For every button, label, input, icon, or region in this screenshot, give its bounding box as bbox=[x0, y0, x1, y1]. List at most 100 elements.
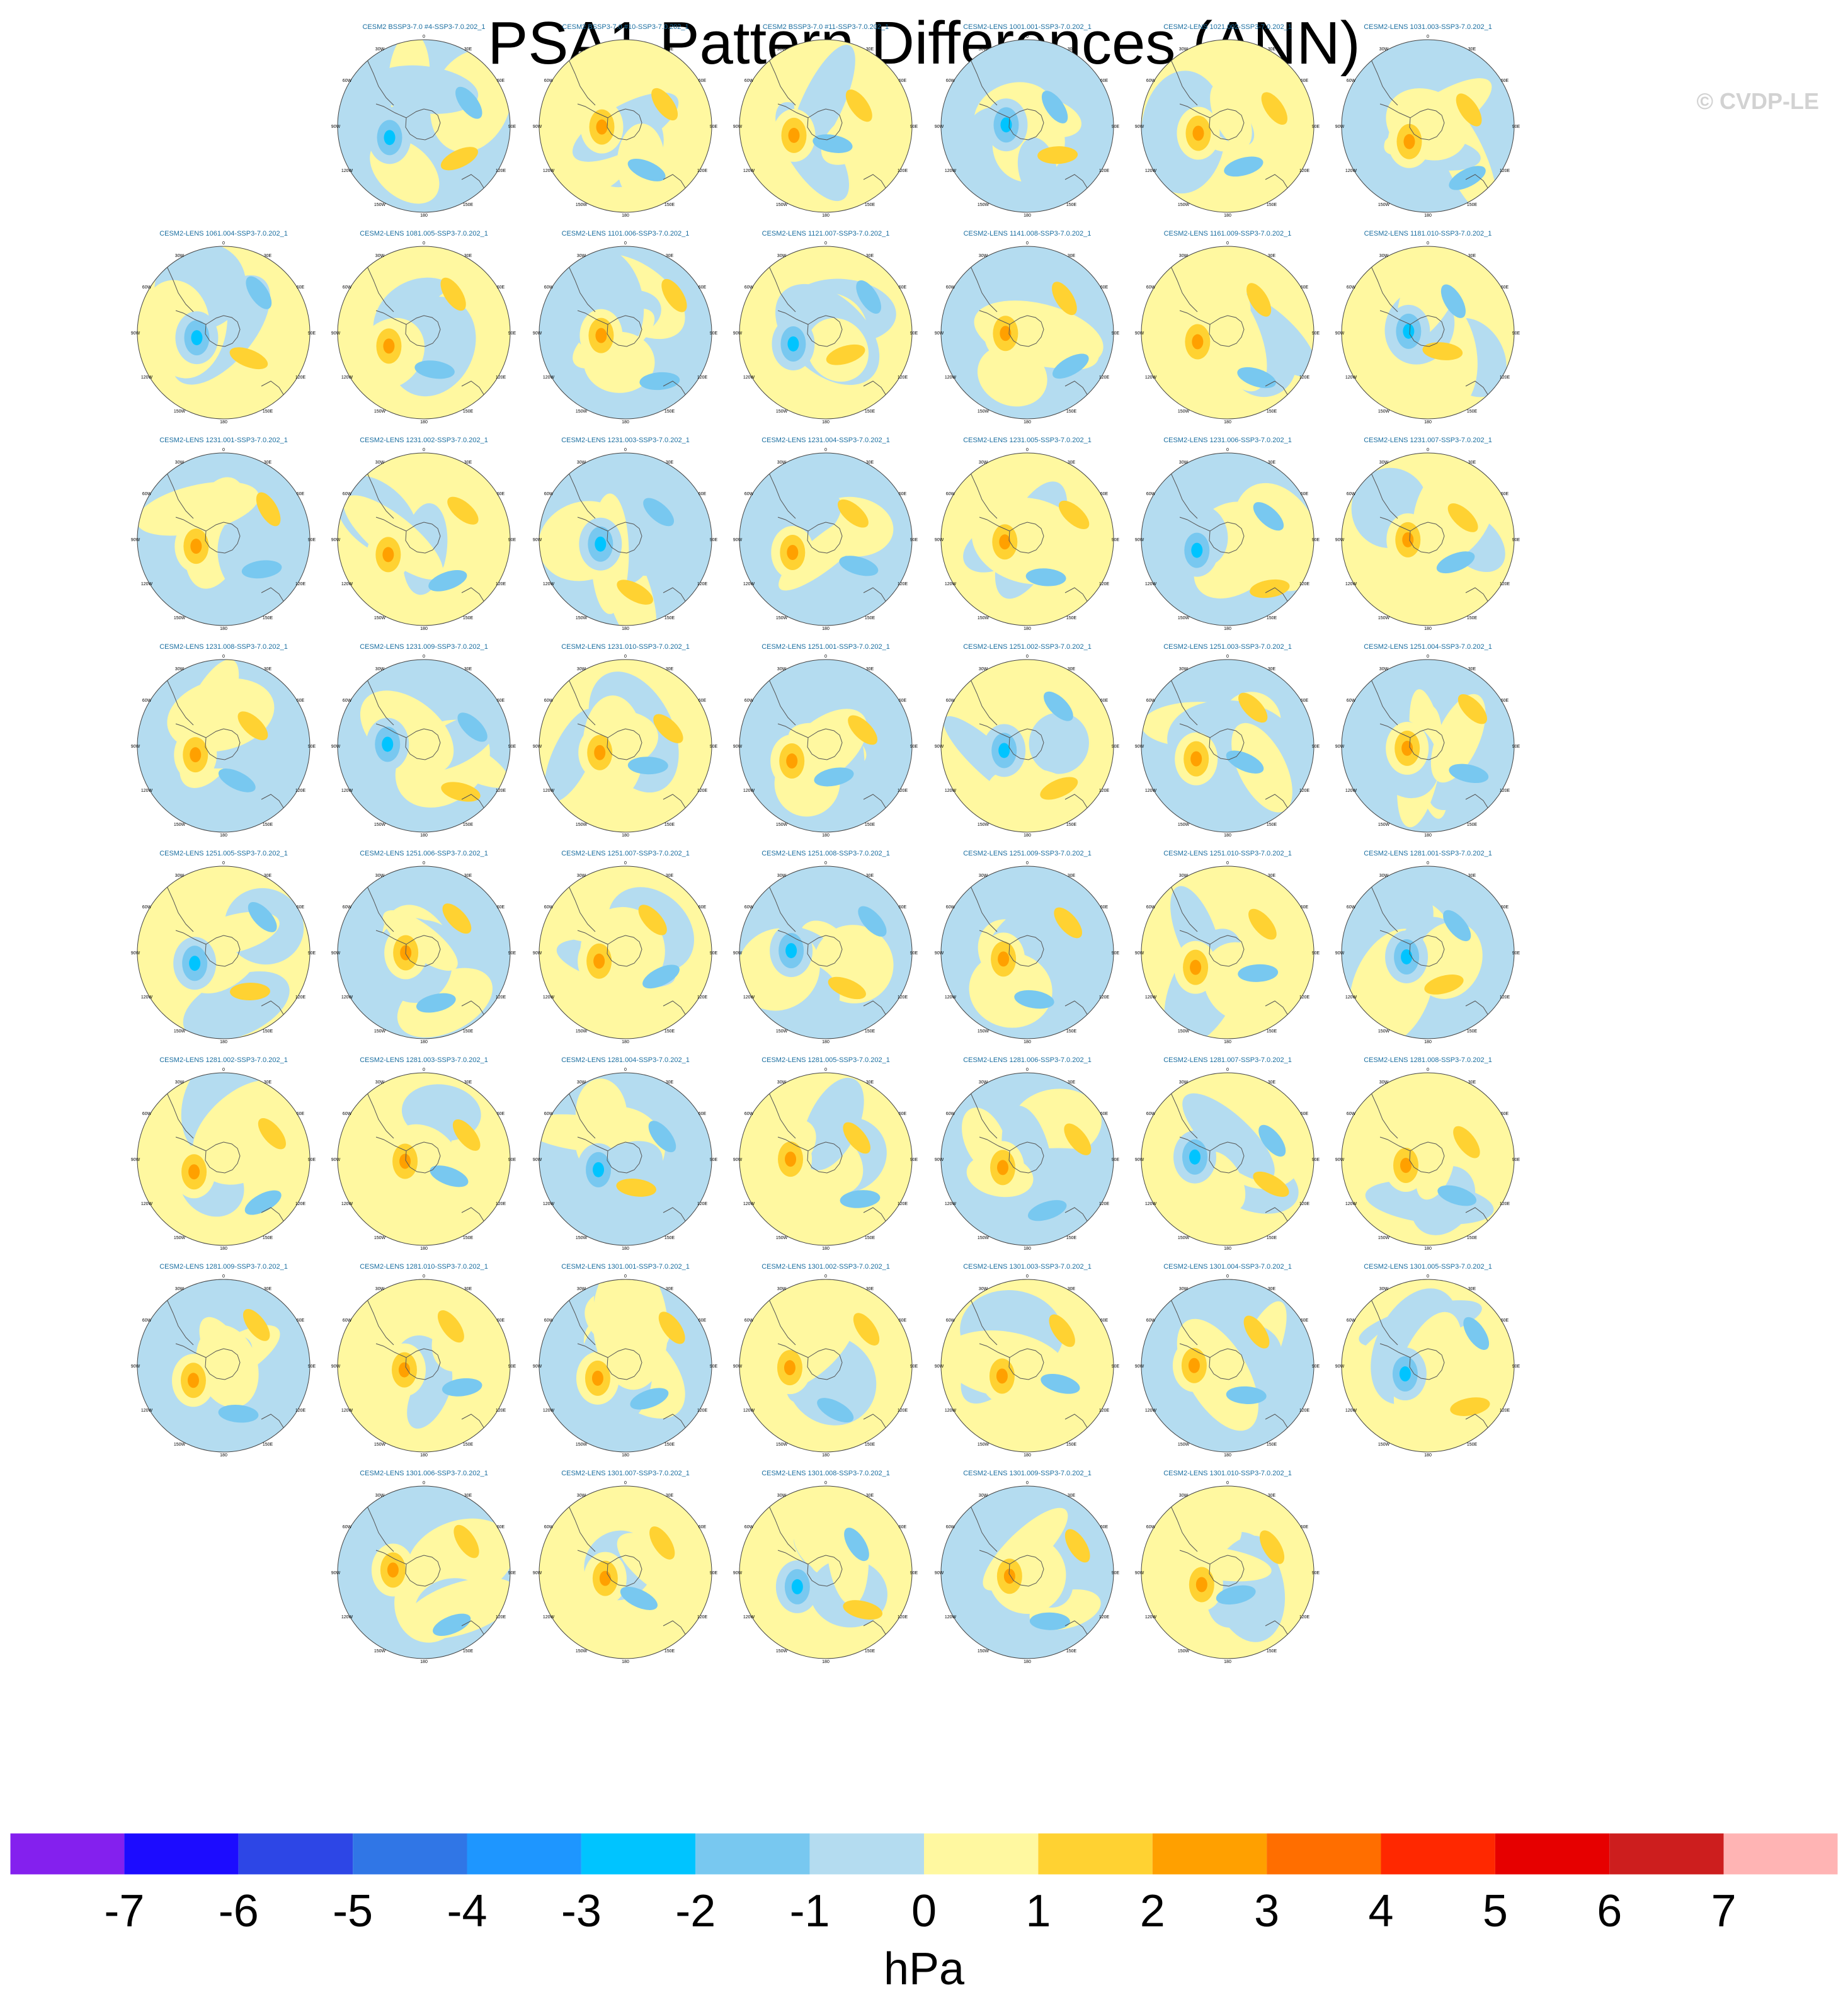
longitude-label: 180 bbox=[822, 1453, 830, 1457]
coastline bbox=[777, 1550, 843, 1587]
longitude-label: 90W bbox=[533, 538, 542, 542]
longitude-label: 120W bbox=[1145, 169, 1157, 173]
longitude-label: 30W bbox=[979, 1494, 988, 1498]
coastline bbox=[568, 679, 596, 726]
longitude-label: 150E bbox=[865, 1029, 876, 1034]
longitude-label: 60E bbox=[699, 492, 707, 496]
longitude-label: 30W bbox=[777, 874, 787, 878]
coastline bbox=[568, 266, 596, 312]
anomaly-region bbox=[430, 1165, 469, 1187]
longitude-label: 60W bbox=[343, 699, 352, 703]
coastline bbox=[367, 886, 394, 932]
longitude-label: 0 bbox=[824, 1274, 827, 1279]
longitude-label: 60E bbox=[497, 492, 505, 496]
coastline bbox=[777, 103, 843, 140]
anomaly-region bbox=[998, 743, 1010, 758]
longitude-label: 180 bbox=[220, 833, 227, 837]
longitude-label: 180 bbox=[1024, 214, 1031, 217]
coastline bbox=[175, 1343, 241, 1380]
longitude-label: 150W bbox=[978, 823, 990, 827]
longitude-label: 90E bbox=[710, 538, 718, 542]
longitude-label: 90W bbox=[1135, 745, 1144, 749]
longitude-label: 90E bbox=[1312, 1364, 1320, 1369]
longitude-label: 90E bbox=[1512, 125, 1520, 129]
coastline bbox=[777, 1343, 843, 1380]
longitude-label: 60W bbox=[946, 79, 955, 83]
longitude-label: 60W bbox=[544, 492, 554, 496]
longitude-label: 120W bbox=[945, 1615, 957, 1620]
longitude-label: 0 bbox=[423, 35, 425, 39]
coastline bbox=[375, 723, 441, 760]
longitude-label: 150W bbox=[374, 1029, 386, 1034]
longitude-label: 0 bbox=[1427, 448, 1429, 452]
longitude-label: 150E bbox=[263, 1029, 273, 1034]
polar-map: 0 180 30W 30E 60W 60E 90W 90E 120W 120E 150W 150E bbox=[733, 861, 918, 1044]
longitude-label: 150E bbox=[1467, 823, 1478, 827]
longitude-label: 90W bbox=[533, 125, 542, 129]
anomaly-region bbox=[1246, 283, 1272, 317]
colorbar-swatch bbox=[1495, 1833, 1610, 1875]
coastline bbox=[1371, 59, 1398, 106]
longitude-label: 90E bbox=[710, 331, 718, 336]
colorbar-swatch bbox=[238, 1833, 353, 1875]
polar-map: 0 180 30W 30E 60W 60E 90W 90E 120W 120E 150W 150E bbox=[1135, 1068, 1320, 1250]
longitude-label: 60W bbox=[1347, 905, 1356, 910]
anomaly-region bbox=[653, 714, 683, 743]
longitude-label: 90W bbox=[733, 745, 743, 749]
anomaly-region bbox=[802, 1077, 864, 1170]
longitude-label: 90W bbox=[935, 331, 944, 336]
longitude-label: 60W bbox=[544, 285, 554, 290]
map-border bbox=[1141, 1072, 1315, 1246]
map-border bbox=[137, 1279, 311, 1453]
anomaly-region bbox=[787, 336, 799, 352]
anomaly-region bbox=[229, 347, 268, 370]
coastline bbox=[577, 103, 642, 140]
anomaly-region bbox=[452, 1119, 481, 1151]
polar-map: 0 180 30W 30E 60W 60E 90W 90E 120W 120E 150W 150E bbox=[331, 1481, 516, 1664]
longitude-label: 30W bbox=[577, 1287, 586, 1291]
anomaly-region bbox=[1248, 908, 1277, 940]
anomaly-region bbox=[414, 360, 455, 379]
longitude-label: 30E bbox=[866, 460, 874, 465]
colorbar-swatch bbox=[10, 1833, 125, 1875]
longitude-label: 60W bbox=[343, 1525, 352, 1529]
longitude-label: 150E bbox=[664, 616, 675, 620]
anomaly-region bbox=[639, 372, 680, 391]
longitude-label: 90E bbox=[710, 125, 718, 129]
longitude-label: 150W bbox=[174, 1236, 186, 1240]
longitude-label: 0 bbox=[423, 861, 425, 866]
polar-map: 0 180 30W 30E 60W 60E 90W 90E 120W 120E 150W 150E bbox=[935, 655, 1120, 837]
panel-title: CESM2-LENS 1281.002-SSP3-7.0.202_1 bbox=[159, 1056, 288, 1064]
coastline bbox=[577, 930, 642, 967]
coastline bbox=[970, 472, 998, 519]
longitude-label: 90W bbox=[331, 745, 341, 749]
coastline bbox=[768, 1506, 796, 1552]
longitude-label: 90E bbox=[710, 951, 718, 956]
longitude-label: 180 bbox=[622, 833, 629, 837]
panel-title: CESM2-LENS 1231.004-SSP3-7.0.202_1 bbox=[761, 437, 890, 444]
longitude-label: 90E bbox=[910, 331, 918, 336]
polar-map: 0 180 30W 30E 60W 60E 90W 90E 120W 120E 150W 150E bbox=[533, 241, 718, 424]
longitude-label: 150E bbox=[1467, 616, 1478, 620]
longitude-label: 90E bbox=[1312, 538, 1320, 542]
coastline bbox=[1179, 1136, 1245, 1174]
map-panel: CESM2-LENS 1301.004-SSP3-7.0.202_1 0 180 30… bbox=[1133, 1263, 1322, 1458]
map-border bbox=[137, 246, 311, 420]
polar-map: 0 180 30W 30E 60W 60E 90W 90E 120W 120E 150W 150E bbox=[533, 35, 718, 217]
anomaly-region bbox=[1224, 156, 1263, 177]
longitude-label: 180 bbox=[822, 1040, 830, 1044]
anomaly-region bbox=[627, 757, 668, 775]
anomaly-region bbox=[1203, 942, 1277, 1022]
anomaly-region bbox=[1403, 323, 1415, 339]
longitude-label: 120W bbox=[1145, 1615, 1157, 1620]
longitude-label: 90W bbox=[1335, 1364, 1345, 1369]
polar-map: 0 180 30W 30E 60W 60E 90W 90E 120W 120E 150W 150E bbox=[1335, 655, 1520, 837]
polar-map: 0 180 30W 30E 60W 60E 90W 90E 120W 120E 150W 150E bbox=[935, 1274, 1120, 1457]
longitude-label: 0 bbox=[624, 655, 627, 659]
longitude-label: 120E bbox=[496, 169, 506, 173]
longitude-label: 30W bbox=[979, 460, 988, 465]
longitude-label: 30E bbox=[1268, 874, 1276, 878]
longitude-label: 120E bbox=[1500, 1202, 1510, 1206]
longitude-label: 120E bbox=[1299, 1202, 1310, 1206]
map-border bbox=[1341, 1072, 1515, 1246]
